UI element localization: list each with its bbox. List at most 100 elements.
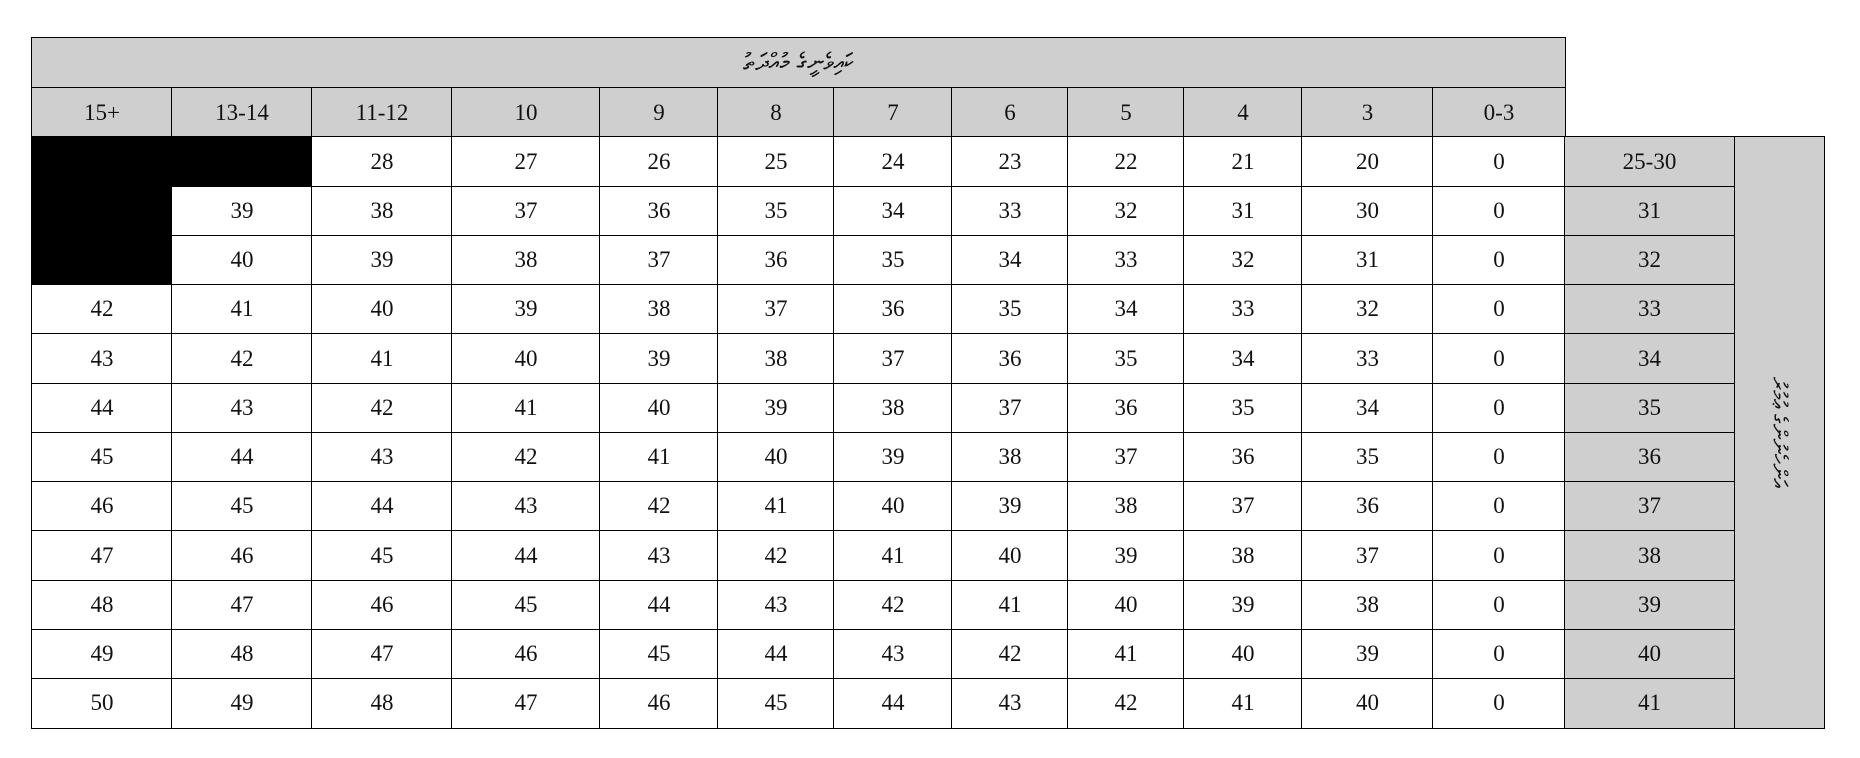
table-cell: 32: [1067, 185, 1185, 237]
table-cell: 42: [171, 333, 313, 384]
table-cell: 0: [1432, 234, 1566, 286]
row-age-label: 41: [1564, 678, 1735, 729]
table-cell: 46: [31, 481, 173, 532]
row-age-label: 34: [1564, 333, 1735, 384]
table-cell: 49: [31, 628, 173, 680]
table-cell: 46: [451, 628, 601, 680]
table-cell: 0: [1432, 579, 1566, 631]
table-cell: 28: [311, 136, 453, 187]
table-cell: 0: [1432, 628, 1566, 680]
table-cell: 38: [311, 185, 453, 237]
column-header: 15+: [31, 87, 173, 138]
table-cell: 46: [171, 530, 313, 581]
table-cell: 38: [1301, 579, 1434, 631]
table-cell: 39: [311, 234, 453, 286]
table-cell: 47: [451, 678, 601, 729]
table-cell: 20: [1301, 136, 1434, 187]
column-header: 6: [951, 87, 1069, 138]
table-cell: 35: [1183, 382, 1303, 434]
table-cell: 38: [1183, 530, 1303, 581]
table-cell: 0: [1432, 481, 1566, 532]
table-cell: 43: [311, 431, 453, 483]
table-cell: 21: [1183, 136, 1303, 187]
row-age-label: 39: [1564, 579, 1735, 631]
table-cell: 45: [311, 530, 453, 581]
table-cell: 41: [311, 333, 453, 384]
table-cell: 36: [1301, 481, 1434, 532]
table-cell: 25: [717, 136, 835, 187]
table-cell: 48: [171, 628, 313, 680]
table-cell: 40: [171, 234, 313, 286]
table-cell: 40: [451, 333, 601, 384]
table-cell: 34: [1183, 333, 1303, 384]
table-cell: 38: [951, 431, 1069, 483]
table-cell: 35: [717, 185, 835, 237]
table-cell: 42: [951, 628, 1069, 680]
table-cell: 42: [311, 382, 453, 434]
row-age-label: 35: [1564, 382, 1735, 434]
table-cell: 43: [31, 333, 173, 384]
column-header: 8: [717, 87, 835, 138]
table-cell: 38: [599, 284, 719, 335]
row-age-label: 36: [1564, 431, 1735, 483]
table-cell: 35: [951, 284, 1069, 335]
table-cell: 37: [717, 284, 835, 335]
table-cell: 41: [951, 579, 1069, 631]
table-cell: 45: [717, 678, 835, 729]
table-cell: 45: [31, 431, 173, 483]
table-cell: 43: [451, 481, 601, 532]
table-cell: 34: [833, 185, 953, 237]
table-cell: 36: [951, 333, 1069, 384]
table-cell: 41: [1183, 678, 1303, 729]
blocked-cell: [31, 185, 173, 237]
table-cell: 0: [1432, 431, 1566, 483]
table-cell: 44: [451, 530, 601, 581]
column-header: 7: [833, 87, 953, 138]
table-cell: 40: [951, 530, 1069, 581]
table-cell: 23: [951, 136, 1069, 187]
table-cell: 43: [833, 628, 953, 680]
column-header: 13-14: [171, 87, 313, 138]
table-cell: 40: [717, 431, 835, 483]
table-cell: 40: [1183, 628, 1303, 680]
table-cell: 38: [833, 382, 953, 434]
table-cell: 36: [1183, 431, 1303, 483]
table-cell: 47: [31, 530, 173, 581]
marriage-duration-table: ކައިވެނީގެ މުއްދަތު އަންހެނުންގެ ޢުމުރު …: [31, 37, 1825, 729]
table-cell: 0: [1432, 530, 1566, 581]
table-cell: 34: [951, 234, 1069, 286]
table-cell: 41: [833, 530, 953, 581]
table-cell: 34: [1301, 382, 1434, 434]
table-cell: 32: [1301, 284, 1434, 335]
table-cell: 43: [171, 382, 313, 434]
table-cell: 49: [171, 678, 313, 729]
table-cell: 39: [1301, 628, 1434, 680]
table-cell: 35: [1067, 333, 1185, 384]
table-cell: 0: [1432, 185, 1566, 237]
table-cell: 47: [311, 628, 453, 680]
table-cell: 0: [1432, 678, 1566, 729]
table-cell: 48: [31, 579, 173, 631]
column-header: 9: [599, 87, 719, 138]
table-cell: 39: [833, 431, 953, 483]
table-cell: 44: [717, 628, 835, 680]
table-cell: 33: [1067, 234, 1185, 286]
table-cell: 44: [171, 431, 313, 483]
table-cell: 22: [1067, 136, 1185, 187]
table-cell: 37: [1067, 431, 1185, 483]
row-age-label: 37: [1564, 481, 1735, 532]
table-cell: 40: [833, 481, 953, 532]
table-cell: 0: [1432, 284, 1566, 335]
table-cell: 44: [311, 481, 453, 532]
table-cell: 40: [599, 382, 719, 434]
table-title: ކައިވެނީގެ މުއްދަތު: [31, 37, 1566, 89]
row-age-label: 33: [1564, 284, 1735, 335]
table-cell: 35: [1301, 431, 1434, 483]
table-cell: 36: [717, 234, 835, 286]
blocked-cell: [31, 234, 173, 286]
table-cell: 31: [1301, 234, 1434, 286]
table-cell: 35: [833, 234, 953, 286]
row-age-label: 25-30: [1564, 136, 1735, 187]
table-cell: 32: [1183, 234, 1303, 286]
table-cell: 41: [451, 382, 601, 434]
